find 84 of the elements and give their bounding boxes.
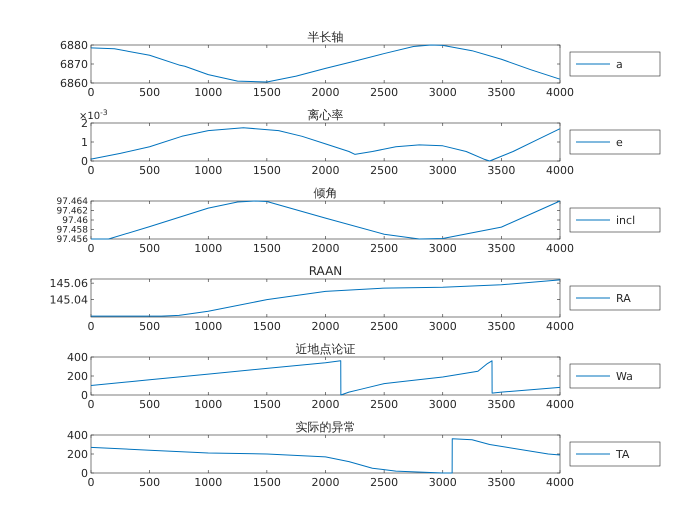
y-tick-label: 6870	[60, 58, 88, 71]
y-tick-label: 400	[67, 428, 88, 442]
y-tick-label: 97.458	[56, 226, 88, 236]
x-tick-label: 1500	[252, 86, 281, 99]
y-tick-label: 145.06	[50, 276, 88, 290]
x-tick-label: 3000	[428, 242, 457, 255]
x-tick-label: 1500	[252, 320, 281, 333]
x-tick-label: 1000	[194, 242, 222, 255]
x-tick-label: 3000	[428, 476, 457, 489]
x-tick-label: 2000	[312, 242, 340, 255]
y-tick-label: 0	[81, 154, 88, 168]
x-tick-label: 3500	[487, 476, 516, 489]
x-tick-label: 3000	[428, 320, 457, 333]
legend-label: RA	[616, 292, 632, 305]
y-tick-label: 1	[81, 136, 88, 149]
y-tick-label: 97.462	[56, 206, 88, 217]
y-tick-label: 6880	[60, 38, 88, 52]
x-tick-label: 4000	[546, 320, 574, 333]
x-tick-label: 2500	[370, 164, 398, 177]
y-tick-label: 0	[81, 466, 88, 480]
y-tick-label: 97.46	[62, 216, 88, 226]
y-tick-label: 200	[67, 370, 88, 383]
legend-label: TA	[615, 448, 630, 461]
x-tick-label: 1500	[252, 476, 281, 489]
line-series	[90, 360, 560, 396]
y-tick-label: 0	[81, 388, 88, 402]
x-tick-label: 3500	[487, 164, 516, 177]
x-tick-label: 500	[139, 86, 160, 99]
x-tick-label: 2000	[312, 476, 340, 489]
x-tick-label: 3500	[487, 86, 516, 99]
legend-label: incl	[616, 214, 636, 227]
x-tick-label: 2500	[370, 242, 398, 255]
x-tick-label: 2000	[312, 320, 340, 333]
x-tick-label: 2000	[312, 164, 340, 177]
x-tick-label: 1000	[194, 164, 222, 177]
x-tick-label: 1500	[252, 242, 281, 255]
x-tick-label: 1000	[194, 398, 222, 411]
x-tick-label: 500	[139, 242, 160, 255]
x-tick-label: 3000	[428, 398, 457, 411]
x-tick-label: 4000	[546, 86, 574, 99]
line-series	[90, 279, 560, 317]
x-tick-label: 4000	[546, 242, 574, 255]
x-tick-label: 2500	[370, 320, 398, 333]
x-tick-label: 1500	[252, 164, 281, 177]
x-tick-label: 4000	[546, 164, 574, 177]
x-tick-label: 1500	[252, 398, 281, 411]
x-tick-label: 3500	[487, 320, 516, 333]
line-series	[90, 127, 560, 162]
legend-label: Wa	[616, 370, 633, 383]
x-tick-label: 2500	[370, 86, 398, 99]
x-tick-label: 1000	[194, 86, 222, 99]
chart-title: 近地点论证	[296, 342, 356, 356]
legend-label: e	[616, 136, 623, 149]
x-tick-label: 3500	[487, 242, 516, 255]
x-tick-label: 1000	[194, 320, 222, 333]
y-tick-label: 6860	[60, 76, 88, 90]
chart-title: 离心率	[308, 108, 344, 122]
x-tick-label: 3000	[428, 86, 457, 99]
x-tick-label: 3000	[428, 164, 457, 177]
line-series	[90, 44, 560, 83]
x-tick-label: 1000	[194, 476, 222, 489]
chart-title: 半长轴	[308, 30, 344, 44]
x-tick-label: 3500	[487, 398, 516, 411]
y-tick-label: 97.464	[56, 197, 88, 208]
x-tick-label: 4000	[546, 398, 574, 411]
y-tick-label: 145.04	[50, 294, 88, 306]
chart-title: 实际的异常	[296, 420, 356, 434]
x-tick-label: 4000	[546, 476, 574, 489]
y-tick-label: 97.456	[56, 235, 88, 246]
x-tick-label: 2000	[312, 398, 340, 411]
x-tick-label: 500	[139, 476, 160, 489]
chart-title: 倾角	[314, 186, 338, 200]
x-tick-label: 2500	[370, 398, 398, 411]
legend-label: a	[616, 58, 623, 71]
line-series	[90, 200, 560, 240]
chart-title: RAAN	[308, 264, 342, 278]
x-tick-label: 2500	[370, 476, 398, 489]
x-tick-label: 500	[139, 398, 160, 411]
x-tick-label: 2000	[312, 86, 340, 99]
line-series	[90, 438, 560, 474]
y-tick-label: 200	[67, 448, 88, 461]
x-tick-label: 500	[139, 164, 160, 177]
y-tick-label: 400	[67, 350, 88, 364]
x-tick-label: 500	[139, 320, 160, 333]
